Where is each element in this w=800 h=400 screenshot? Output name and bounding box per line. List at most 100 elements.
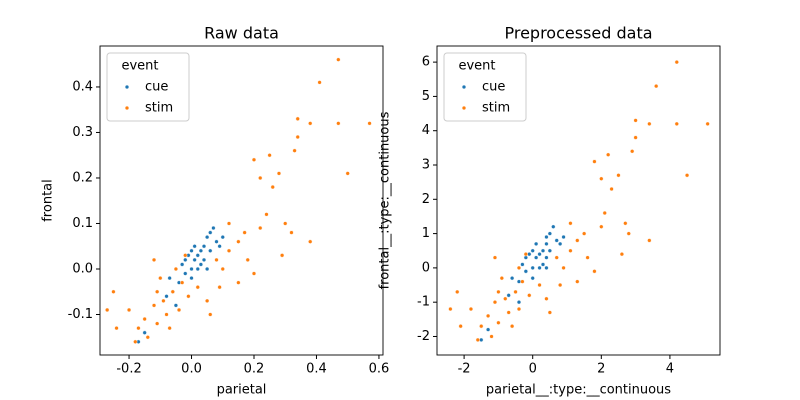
point <box>527 293 532 298</box>
point <box>534 241 539 246</box>
point <box>537 265 542 270</box>
point <box>189 248 194 253</box>
point <box>647 238 652 243</box>
point <box>568 221 573 226</box>
x-tick-label: 2 <box>597 362 605 377</box>
chart-title: Preprocessed data <box>504 24 652 43</box>
point <box>214 239 219 244</box>
point <box>133 339 138 344</box>
point <box>492 300 498 305</box>
point <box>367 121 372 126</box>
y-axis-label: frontal <box>41 179 56 222</box>
point <box>626 231 631 236</box>
point <box>173 266 179 272</box>
point <box>195 285 200 290</box>
y-tick-label: 0.3 <box>72 125 93 140</box>
point <box>554 238 559 243</box>
point <box>173 303 179 308</box>
point <box>167 275 172 281</box>
point <box>336 121 341 126</box>
point <box>544 255 549 260</box>
point <box>161 298 166 303</box>
point <box>201 257 207 262</box>
axes-frame <box>436 45 721 356</box>
point <box>114 326 119 331</box>
point <box>575 238 580 243</box>
point <box>151 257 157 262</box>
legend: event cue stim <box>106 52 190 122</box>
point <box>208 230 213 235</box>
point <box>599 224 604 229</box>
point <box>647 121 652 126</box>
legend-marker <box>124 105 130 111</box>
point <box>609 186 614 192</box>
x-tick-label: 4 <box>666 362 674 377</box>
point <box>167 326 172 331</box>
y-tick-label: -2 <box>417 329 430 344</box>
legend-label: cue <box>482 80 505 95</box>
point <box>336 57 341 62</box>
point <box>606 152 611 157</box>
x-tick-label: -0.2 <box>116 362 141 377</box>
point <box>554 255 559 260</box>
point <box>674 121 679 126</box>
point <box>530 248 535 253</box>
point <box>142 330 147 335</box>
point <box>205 235 210 240</box>
point <box>534 255 539 260</box>
point <box>236 239 241 244</box>
point <box>540 262 546 267</box>
y-tick-label: 0.1 <box>72 216 93 231</box>
x-tick-label: 0.4 <box>306 362 327 377</box>
point <box>186 294 191 299</box>
point <box>568 248 573 253</box>
point <box>516 279 522 284</box>
point <box>506 310 511 315</box>
point <box>486 313 491 319</box>
point <box>180 262 185 267</box>
point <box>503 296 508 301</box>
point <box>308 121 313 126</box>
point <box>155 321 160 326</box>
point <box>544 234 549 240</box>
legend-label: stim <box>482 101 510 116</box>
legend-label: stim <box>145 101 173 116</box>
legend-label: cue <box>145 80 168 95</box>
point <box>220 235 225 240</box>
y-tick-label: 0.4 <box>72 79 93 94</box>
point <box>633 118 638 123</box>
axes: -0.2 0.0 0.2 0.4 0.6 -0.1 0.0 0.1 0.2 0.3 0.4 Raw d… <box>41 24 390 398</box>
point <box>540 248 546 253</box>
x-tick-label: -2 <box>458 362 471 377</box>
point <box>289 230 294 235</box>
point <box>317 80 322 85</box>
point <box>592 159 597 164</box>
point <box>183 253 188 258</box>
point <box>267 153 272 158</box>
point <box>516 306 522 312</box>
point <box>226 221 232 226</box>
point <box>582 231 587 236</box>
point <box>489 334 494 339</box>
point <box>158 275 163 281</box>
point <box>295 116 300 121</box>
y-tick-label: 3 <box>422 158 430 173</box>
point <box>523 269 528 274</box>
point <box>151 303 157 308</box>
point <box>630 149 635 154</box>
point <box>551 224 556 229</box>
point <box>183 257 188 262</box>
point <box>217 285 222 290</box>
point <box>516 300 522 305</box>
point <box>170 289 175 294</box>
y-tick-label: 2 <box>422 192 430 207</box>
point <box>211 225 216 231</box>
point <box>537 252 542 257</box>
point <box>201 244 207 249</box>
point <box>510 324 515 329</box>
point <box>530 276 535 281</box>
legend-marker <box>461 84 467 90</box>
y-tick-label: 6 <box>422 55 430 70</box>
point <box>499 276 504 281</box>
point <box>198 262 203 267</box>
